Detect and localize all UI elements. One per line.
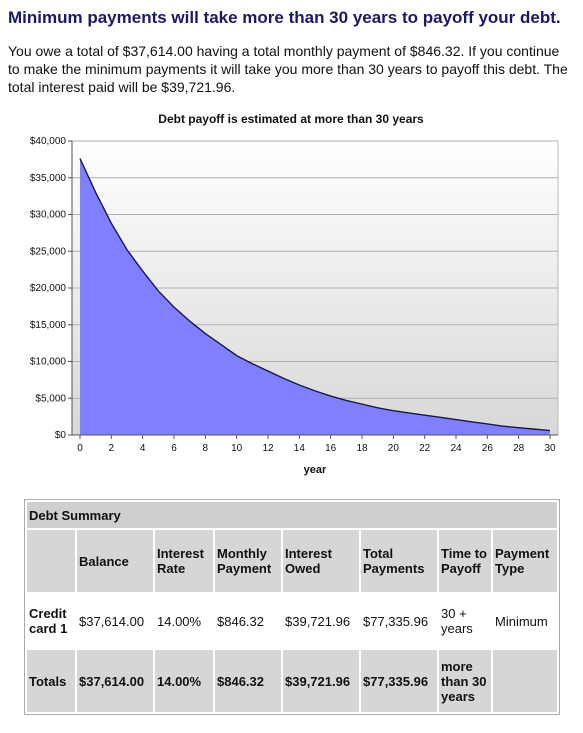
x-tick-label: 30 <box>544 443 556 454</box>
y-tick-label: $10,000 <box>30 357 67 368</box>
header-balance: Balance <box>77 530 153 592</box>
x-tick-label: 18 <box>356 443 368 454</box>
totals-payment-type <box>493 650 557 712</box>
payment-type-cell: Minimum <box>493 594 557 648</box>
header-interest-owed: Interest Owed <box>283 530 359 592</box>
header-payment-type: Payment Type <box>493 530 557 592</box>
debt-summary-table-container: Debt Summary Balance Interest Rate Month… <box>24 499 560 715</box>
x-tick-label: 6 <box>171 443 177 454</box>
header-interest-rate: Interest Rate <box>155 530 213 592</box>
x-tick-label: 14 <box>294 443 306 454</box>
y-tick-label: $35,000 <box>30 173 67 184</box>
table-row: Credit card 1 $37,614.00 14.00% $846.32 … <box>27 594 557 648</box>
monthly-payment-cell: $846.32 <box>215 594 281 648</box>
x-tick-label: 22 <box>419 443 431 454</box>
debt-summary-paragraph: You owe a total of $37,614.00 having a t… <box>8 43 568 95</box>
y-tick-label: $5,000 <box>35 393 66 404</box>
totals-interest-rate: 14.00% <box>155 650 213 712</box>
debt-summary-table: Debt Summary Balance Interest Rate Month… <box>24 499 560 715</box>
x-tick-label: 2 <box>109 443 115 454</box>
totals-row: Totals $37,614.00 14.00% $846.32 $39,721… <box>27 650 557 712</box>
totals-monthly-payment: $846.32 <box>215 650 281 712</box>
debt-payoff-chart: Debt payoff is estimated at more than 30… <box>30 112 559 476</box>
balance-cell: $37,614.00 <box>77 594 153 648</box>
x-tick-label: 28 <box>513 443 525 454</box>
y-tick-label: $20,000 <box>30 283 67 294</box>
total-payments-cell: $77,335.96 <box>361 594 437 648</box>
totals-total-payments: $77,335.96 <box>361 650 437 712</box>
debt-balance-area <box>80 158 550 435</box>
time-to-payoff-cell: 30 + years <box>439 594 491 648</box>
header-total-payments: Total Payments <box>361 530 437 592</box>
x-tick-label: 26 <box>482 443 494 454</box>
y-tick-label: $30,000 <box>30 210 67 221</box>
totals-interest-owed: $39,721.96 <box>283 650 359 712</box>
header-monthly-payment: Monthly Payment <box>215 530 281 592</box>
totals-label: Totals <box>27 650 75 712</box>
row-label: Credit card 1 <box>27 594 75 648</box>
y-tick-label: $15,000 <box>30 320 67 331</box>
x-tick-label: 16 <box>325 443 337 454</box>
chart-title: Debt payoff is estimated at more than 30… <box>158 112 424 126</box>
x-axis-label: year <box>304 464 327 476</box>
debt-balance-line <box>79 158 551 432</box>
interest-rate-cell: 14.00% <box>155 594 213 648</box>
totals-balance: $37,614.00 <box>77 650 153 712</box>
totals-time-to-payoff: more than 30 years <box>439 650 491 712</box>
x-tick-label: 12 <box>262 443 274 454</box>
y-tick-label: $40,000 <box>30 136 67 147</box>
header-empty <box>27 530 75 592</box>
interest-owed-cell: $39,721.96 <box>283 594 359 648</box>
x-tick-label: 4 <box>140 443 146 454</box>
x-tick-label: 10 <box>231 443 243 454</box>
x-tick-label: 24 <box>450 443 462 454</box>
y-tick-label: $25,000 <box>30 246 67 257</box>
page-headline: Minimum payments will take more than 30 … <box>8 8 561 27</box>
table-caption: Debt Summary <box>27 502 557 528</box>
x-tick-label: 8 <box>203 443 209 454</box>
header-time-to-payoff: Time to Payoff <box>439 530 491 592</box>
x-tick-label: 0 <box>77 443 83 454</box>
table-header-row: Balance Interest Rate Monthly Payment In… <box>27 530 557 592</box>
x-tick-label: 20 <box>388 443 400 454</box>
y-tick-label: $0 <box>55 430 67 441</box>
